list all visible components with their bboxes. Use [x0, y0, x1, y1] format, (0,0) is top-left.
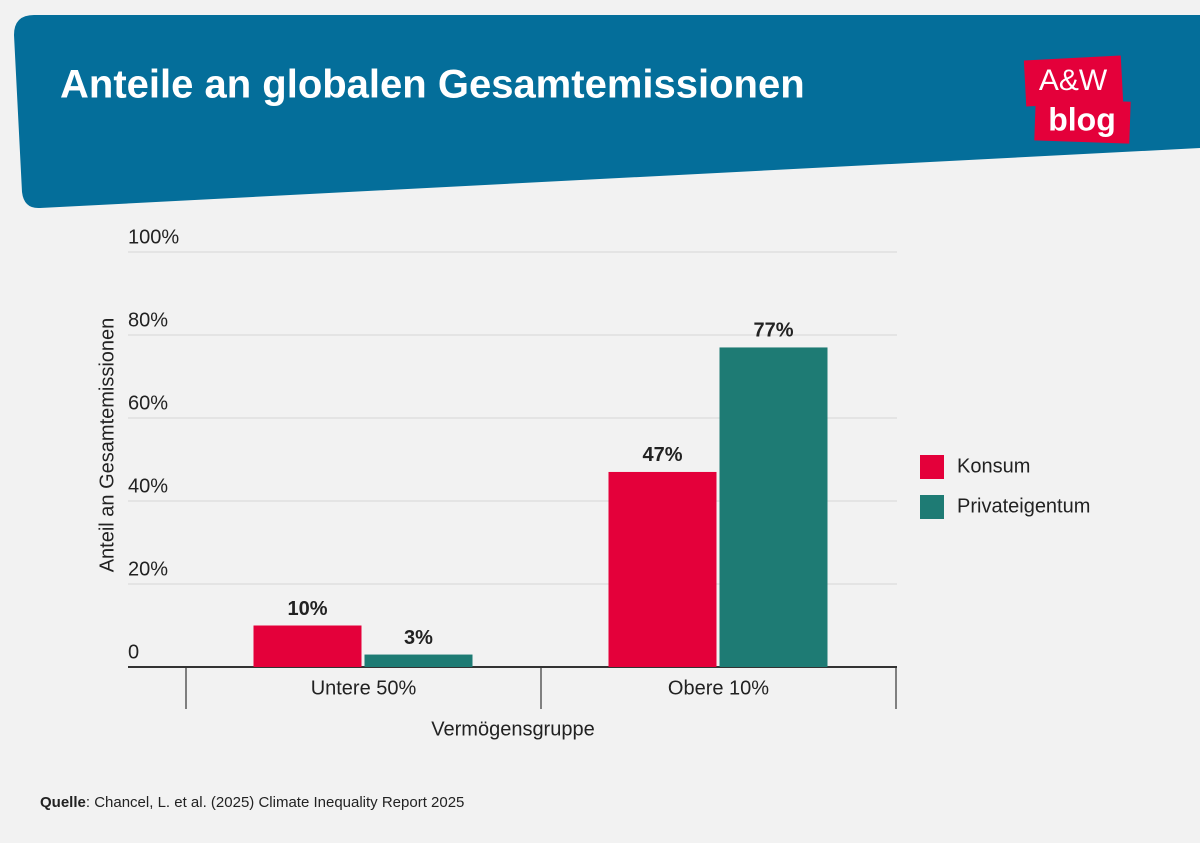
y-tick-label: 20%: [128, 558, 168, 580]
chart-title: Anteile an globalen Gesamtemissionen: [60, 63, 805, 107]
value-label: 47%: [642, 444, 682, 466]
y-axis-label: Anteil an Gesamtemissionen: [96, 318, 118, 573]
value-label: 3%: [404, 627, 433, 649]
y-tick-label: 60%: [128, 392, 168, 414]
y-tick-label: 80%: [128, 309, 168, 331]
logo-box: [1023, 55, 1124, 107]
logo-text: blog: [1048, 101, 1116, 137]
value-label: 77%: [753, 320, 793, 342]
logo-box: [1034, 98, 1131, 144]
y-tick-label: 100%: [128, 226, 179, 248]
source-label: Quelle: [40, 794, 86, 811]
logo: A&W blog: [1023, 55, 1131, 144]
value-label: 10%: [287, 598, 327, 620]
legend-label: Privateigentum: [957, 495, 1090, 517]
legend-swatch: [920, 495, 944, 519]
y-tick-label: 0: [128, 641, 139, 663]
bar: [364, 654, 473, 667]
bar: [719, 347, 828, 667]
header-band: [14, 15, 1200, 209]
bar: [253, 625, 362, 667]
logo-text: A&W: [1039, 64, 1108, 97]
legend-swatch: [920, 455, 944, 479]
source-text: : Chancel, L. et al. (2025) Climate Ineq…: [86, 794, 465, 811]
y-tick-label: 40%: [128, 475, 168, 497]
bar: [608, 471, 717, 667]
x-tick-label: Untere 50%: [311, 677, 417, 699]
x-tick-label: Obere 10%: [668, 677, 769, 699]
legend-label: Konsum: [957, 455, 1030, 477]
x-axis-label: Vermögensgruppe: [431, 718, 594, 740]
source: Quelle: Chancel, L. et al. (2025) Climat…: [40, 794, 464, 811]
